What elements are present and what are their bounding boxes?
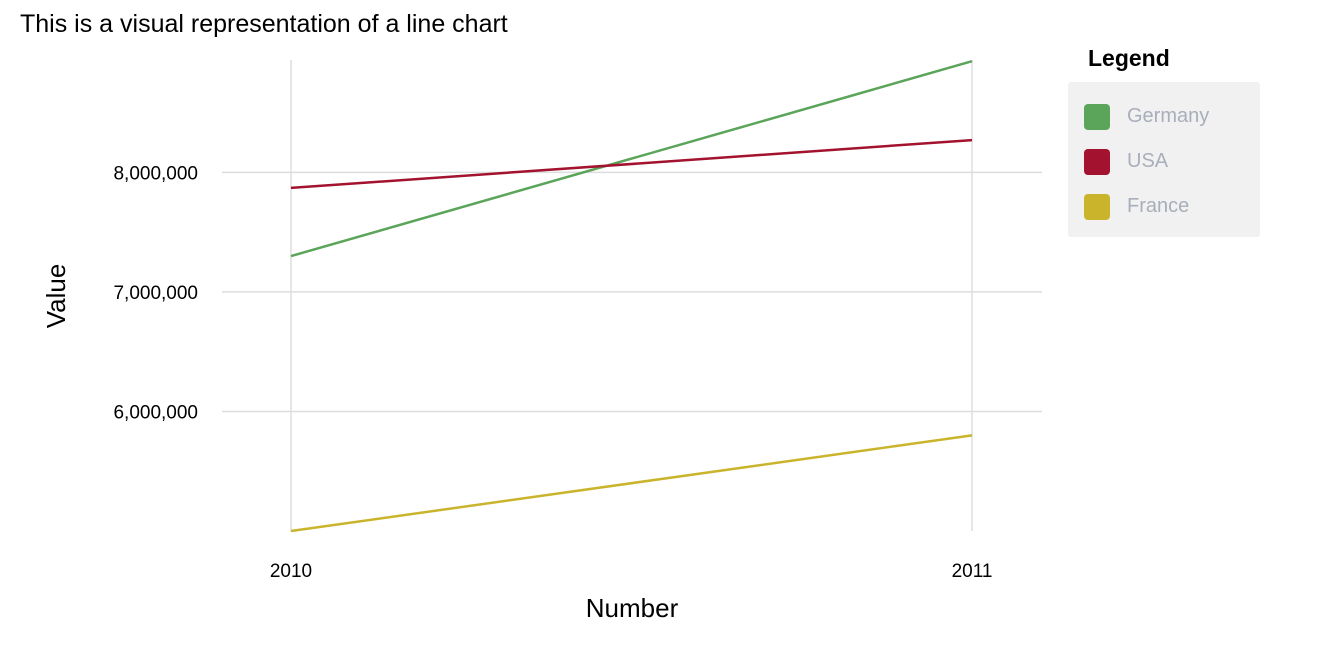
legend-swatch <box>1084 193 1110 220</box>
series-line-france <box>290 434 973 533</box>
series-line-germany <box>290 59 973 258</box>
legend-swatch <box>1084 103 1110 130</box>
legend-item-germany[interactable]: Germany <box>1084 94 1260 139</box>
x-axis-title: Number <box>586 593 679 623</box>
legend: Legend Germany USA France <box>1068 42 1260 237</box>
x-tick-label: 2010 <box>270 561 312 582</box>
chart-title: This is a visual representation of a lin… <box>20 10 508 38</box>
legend-items: Germany USA France <box>1068 82 1260 237</box>
legend-label: France <box>1127 195 1190 217</box>
x-axis-ticks: 2010 2011 <box>270 561 993 582</box>
y-axis-ticks: 6,000,000 7,000,000 8,000,000 <box>113 163 198 423</box>
y-tick-label: 8,000,000 <box>113 163 198 184</box>
legend-swatch <box>1084 148 1110 175</box>
y-tick-label: 7,000,000 <box>113 283 198 304</box>
legend-label: USA <box>1127 150 1169 172</box>
x-tick-label: 2011 <box>952 561 993 582</box>
series-line-usa <box>290 138 973 190</box>
gridlines <box>222 60 1042 531</box>
y-axis-title: Value <box>41 264 71 329</box>
series-lines <box>290 59 973 533</box>
legend-item-france[interactable]: France <box>1084 184 1260 229</box>
legend-item-usa[interactable]: USA <box>1084 139 1260 184</box>
legend-label: Germany <box>1127 105 1210 127</box>
y-tick-label: 6,000,000 <box>113 402 198 423</box>
legend-title: Legend <box>1088 45 1170 71</box>
